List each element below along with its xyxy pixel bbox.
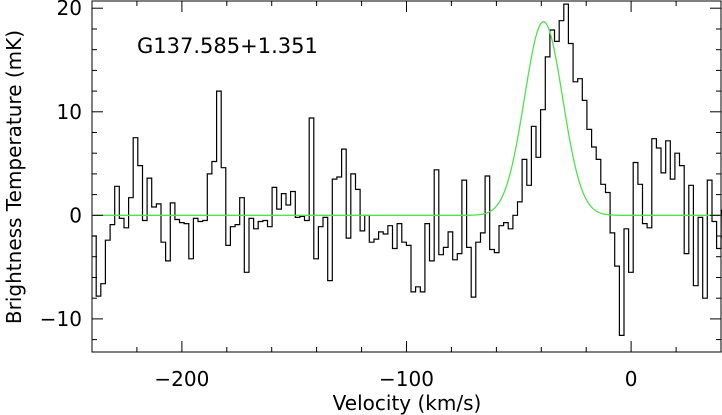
spectrum-line (91, 3, 722, 336)
x-tick-label: 0 (625, 367, 638, 391)
chart-title: G137.585+1.351 (137, 34, 318, 58)
gaussian-fit-line (92, 21, 721, 216)
y-tick-label: 10 (57, 100, 82, 124)
x-tick-label: −100 (379, 367, 434, 391)
x-tick-label: −200 (154, 367, 209, 391)
y-tick-label: −10 (40, 307, 82, 331)
y-tick-label: 20 (57, 0, 82, 20)
x-axis-label: Velocity (km/s) (333, 391, 482, 415)
y-axis-label: Brightness Temperature (mK) (2, 30, 26, 324)
y-tick-label: 0 (69, 203, 82, 227)
